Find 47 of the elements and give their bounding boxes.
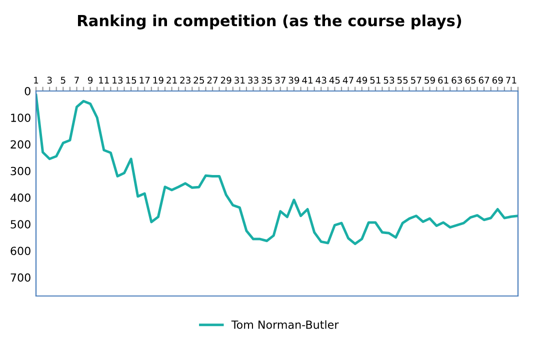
x-tick-label: 39 (288, 76, 300, 84)
y-tick-label: 400 (10, 193, 30, 202)
x-tick-label: 65 (465, 76, 476, 84)
line-series (36, 94, 518, 246)
x-tick-label: 27 (207, 76, 218, 84)
x-tick-label: 1 (34, 76, 38, 84)
x-tick-label: 63 (452, 76, 462, 84)
y-tick-label: 700 (10, 273, 30, 282)
x-tick-label: 67 (478, 76, 490, 84)
y-tick-label: 100 (11, 114, 30, 122)
x-tick-label: 47 (342, 76, 354, 84)
x-tick-label: 41 (302, 76, 313, 84)
x-tick-label: 25 (194, 76, 204, 84)
x-tick-label: 37 (275, 76, 286, 84)
x-tick-label: 7 (74, 76, 79, 84)
x-tick-label: 5 (60, 76, 66, 84)
x-tick-label: 53 (384, 76, 394, 84)
x-tick-label: 31 (234, 76, 245, 84)
x-tick-label: 61 (438, 76, 448, 84)
x-tick-label: 69 (492, 76, 503, 84)
x-tick-label: 35 (262, 76, 272, 84)
x-tick-label: 3 (47, 76, 52, 84)
x-tick-label: 55 (397, 76, 408, 84)
x-tick-label: 21 (166, 76, 177, 84)
x-tick-label: 11 (99, 76, 109, 84)
x-tick-label: 71 (506, 76, 516, 84)
y-tick-label: 0 (24, 86, 30, 96)
x-tick-label: 17 (140, 76, 150, 84)
y-tick-label: 500 (10, 220, 30, 228)
y-tick-label: 200 (10, 140, 30, 149)
x-tick-label: 51 (370, 76, 380, 84)
x-tick-label: 59 (424, 76, 435, 84)
y-tick-label: 600 (10, 246, 30, 256)
legend-label: Tom Norman-Butler (231, 320, 339, 329)
x-tick-label: 13 (112, 76, 123, 84)
x-tick-label: 9 (88, 76, 93, 84)
x-tick-label: 43 (316, 76, 326, 84)
x-tick-label: 19 (153, 76, 164, 84)
chart-title: Ranking in competition (as the course plays) (78, 14, 462, 30)
x-tick-label: 57 (411, 76, 422, 84)
y-tick-label: 300 (10, 166, 30, 176)
x-tick-label: 15 (126, 76, 136, 84)
x-tick-label: 33 (248, 76, 258, 84)
x-tick-label: 49 (356, 76, 368, 84)
x-tick-label: 45 (329, 76, 340, 84)
x-tick-label: 29 (220, 76, 232, 84)
x-tick-label: 23 (180, 76, 190, 84)
